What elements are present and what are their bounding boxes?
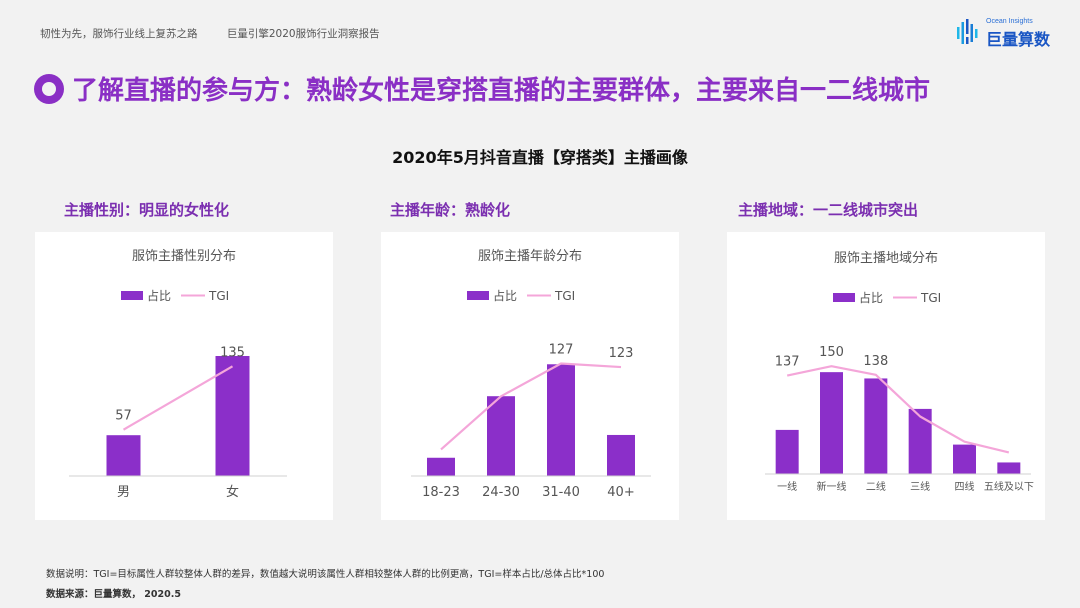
- x-tick-label: 三线: [910, 480, 930, 493]
- legend-label-bar: 占比: [859, 290, 883, 305]
- gender-chart-panel: 服饰主播性别分布占比 TGI 男 女 57 135: [35, 232, 333, 520]
- age-chart-panel: 服饰主播年龄分布占比 TGI 18-23 24-30 31-40 40+ 127 123: [381, 232, 679, 520]
- bar-1: [820, 372, 843, 474]
- chart-group-subtitle: 2020年5月抖音直播【穿搭类】主播画像: [392, 148, 688, 167]
- header-bar: 韧性为先，服饰行业线上复苏之路 巨量引擎2020服饰行业洞察报告: [40, 26, 406, 41]
- legend-label-line: TGI: [208, 289, 229, 303]
- tgi-value-label: 135: [220, 345, 245, 360]
- tgi-line: [440, 362, 622, 451]
- bar-3: [908, 408, 932, 474]
- bar-3: [607, 434, 635, 476]
- bar-0: [775, 429, 799, 474]
- logo-main-text: 巨量算数: [986, 30, 1051, 49]
- region-chart-panel: 服饰主播地域分布占比 TGI 一线 新一线 二线 三线 四线 五线及以下 137 150 138: [727, 232, 1045, 520]
- logo-bars-icon: [957, 19, 978, 44]
- report-name-text: 巨量引擎2020服饰行业洞察报告: [226, 28, 380, 40]
- tgi-line: [122, 365, 234, 431]
- legend-bar-swatch: [467, 291, 489, 300]
- section-label-gender: 主播性别：明显的女性化: [64, 201, 230, 219]
- ring-bullet-icon: [34, 74, 64, 104]
- x-tick-label: 四线: [955, 480, 975, 493]
- tgi-value-label: 137: [775, 355, 800, 370]
- bar-1: [215, 356, 250, 476]
- tgi-value-label: 138: [863, 354, 888, 369]
- legend-bar-swatch: [121, 291, 143, 300]
- x-tick-label: 一线: [777, 480, 797, 493]
- bar-2: [864, 378, 888, 474]
- x-tick-label: 31-40: [542, 485, 580, 500]
- bar-0: [106, 435, 141, 476]
- x-tick-label: 女: [226, 484, 239, 500]
- bar-0: [427, 457, 455, 476]
- tgi-value-label: 150: [819, 345, 844, 360]
- tgi-value-label: 57: [115, 409, 132, 424]
- legend-bar-swatch: [833, 293, 855, 302]
- legend-label-line: TGI: [554, 289, 575, 303]
- bar-2: [547, 364, 575, 476]
- x-tick-label: 二线: [866, 480, 886, 493]
- bar-5: [997, 462, 1021, 474]
- page-title: 了解直播的参与方：熟龄女性是穿搭直播的主要群体，主要来自一二线城市: [72, 76, 931, 106]
- tgi-value-label: 123: [609, 346, 634, 361]
- tgi-line: [786, 365, 1010, 454]
- section-label-age: 主播年龄：熟龄化: [390, 201, 511, 219]
- data-note: 数据说明：TGI=目标属性人群较整体人群的差异，数值越大说明该属性人群相较整体人…: [46, 569, 605, 580]
- bar-4: [953, 444, 976, 474]
- chart-title: 服饰主播地域分布: [834, 251, 938, 266]
- chart-title: 服饰主播性别分布: [132, 249, 236, 264]
- x-tick-label: 男: [117, 485, 130, 500]
- section-label-region: 主播地域：一二线城市突出: [738, 201, 919, 219]
- x-tick-label: 新一线: [817, 480, 847, 493]
- tgi-value-label: 127: [549, 343, 574, 358]
- bar-1: [487, 396, 515, 476]
- legend-label-line: TGI: [920, 291, 941, 305]
- x-tick-label: 18-23: [422, 485, 460, 500]
- x-tick-label: 五线及以下: [984, 480, 1034, 493]
- data-source: 数据来源：巨量算数， 2020.5: [46, 589, 181, 600]
- logo-sub-text: Ocean Insights: [986, 18, 1033, 25]
- report-section-text: 韧性为先，服饰行业线上复苏之路: [40, 28, 198, 40]
- x-tick-label: 24-30: [482, 485, 520, 500]
- legend-label-bar: 占比: [493, 288, 517, 303]
- x-tick-label: 40+: [607, 485, 634, 500]
- chart-title: 服饰主播年龄分布: [478, 249, 582, 264]
- legend-label-bar: 占比: [147, 288, 171, 303]
